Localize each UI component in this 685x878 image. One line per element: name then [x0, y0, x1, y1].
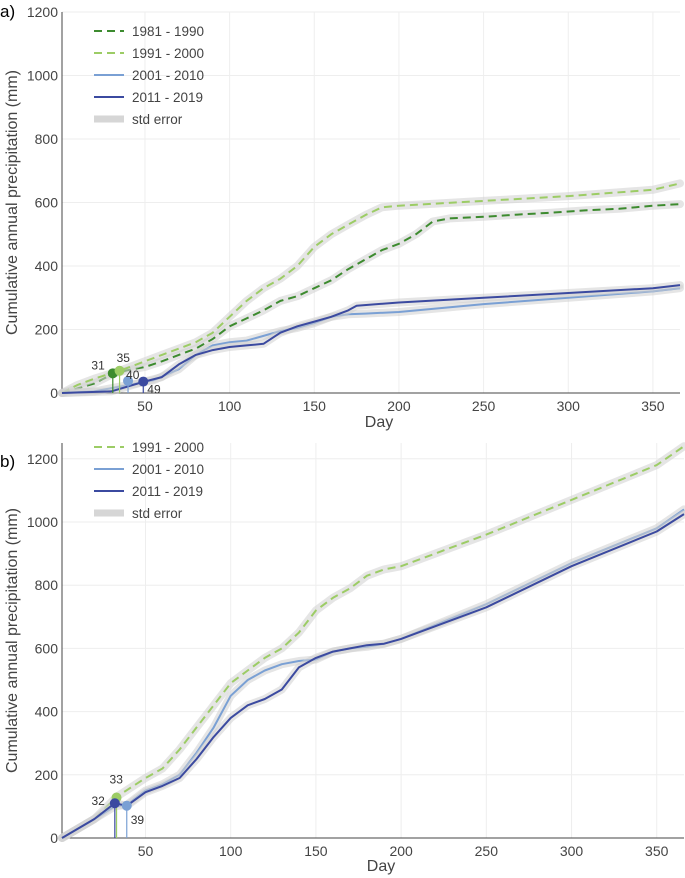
x-tick-label: 350	[645, 843, 669, 859]
y-tick-label: 200	[35, 767, 59, 783]
y-tick-label: 400	[35, 704, 59, 720]
legend-label: std error	[132, 112, 183, 127]
std-error-band-1981-1990	[58, 200, 684, 397]
onset-day-label: 31	[91, 358, 105, 372]
legend-label: 2011 - 2019	[132, 484, 203, 499]
x-tick-label: 100	[219, 843, 243, 859]
legend-label: std error	[132, 506, 183, 521]
legend-label: 1991 - 2000	[132, 440, 204, 455]
y-tick-label: 1200	[27, 451, 58, 467]
y-tick-label: 400	[35, 258, 59, 274]
panel-label: a)	[0, 2, 15, 21]
chart-panel-b: b) 0 200 400 600 800 1000 1200 50 100 150 200 250 300…	[0, 440, 685, 875]
gridlines	[62, 443, 684, 838]
x-tick-label: 200	[387, 398, 411, 414]
y-tick-label: 1000	[27, 68, 58, 84]
onset-marker	[138, 376, 149, 387]
y-axis-title: Cumulative annual precipitation (mm)	[4, 508, 21, 773]
onset-marker	[109, 798, 120, 809]
y-tick-label: 1200	[27, 4, 58, 20]
onset-day-label: 40	[126, 368, 140, 382]
onset-day-label: 35	[117, 351, 131, 365]
x-tick-label: 250	[475, 843, 499, 859]
x-axis-title: Day	[365, 414, 393, 431]
x-tick-label: 150	[303, 398, 327, 414]
chart-panel-a: a) 0 200 400 600 800 1000 1200 50 100 150 200 250 300…	[0, 2, 684, 431]
y-axis-title: Cumulative annual precipitation (mm)	[4, 70, 21, 335]
y-tick-label: 1000	[27, 514, 58, 530]
y-tick-label: 800	[35, 577, 59, 593]
legend-label: 1991 - 2000	[132, 46, 204, 61]
y-tick-label: 0	[50, 830, 58, 846]
onset-day-label: 39	[131, 813, 145, 827]
x-tick-label: 100	[218, 398, 242, 414]
x-tick-label: 50	[138, 843, 154, 859]
x-tick-label: 300	[560, 843, 584, 859]
std-error-band-2011-2019	[58, 281, 684, 397]
onset-day-label: 49	[147, 383, 161, 397]
series-line-2011-2019	[61, 284, 681, 394]
legend: 1981 - 1990 1991 - 2000 2001 - 2010 2011 - …	[94, 24, 204, 127]
x-tick-label: 300	[557, 398, 581, 414]
y-tick-label: 600	[35, 195, 59, 211]
x-tick-label: 150	[304, 843, 328, 859]
y-tick-label: 800	[35, 131, 59, 147]
onset-day-label: 33	[110, 773, 124, 787]
onset-day-label: 32	[91, 794, 105, 808]
x-tick-label: 250	[472, 398, 496, 414]
series-line-1991-2000	[61, 182, 681, 394]
panel-label: b)	[0, 452, 15, 471]
x-tick-label: 200	[389, 843, 413, 859]
onset-marker	[114, 365, 125, 376]
legend-label: 2011 - 2019	[132, 90, 203, 105]
legend: 1991 - 2000 2001 - 2010 2011 - 2019 std err…	[94, 440, 204, 521]
y-tick-label: 0	[50, 385, 58, 401]
x-tick-label: 350	[641, 398, 665, 414]
x-axis-title: Day	[367, 858, 395, 875]
onset-marker	[121, 800, 132, 811]
y-tick-label: 200	[35, 322, 59, 338]
onset-marker	[123, 375, 134, 386]
x-tick-label: 50	[137, 398, 153, 414]
legend-label: 2001 - 2010	[132, 68, 204, 83]
series-line-1991-2000	[61, 445, 685, 839]
y-tick-label: 600	[35, 640, 59, 656]
legend-label: 1981 - 1990	[132, 24, 204, 39]
legend-label: 2001 - 2010	[132, 462, 204, 477]
series-line-2011-2019	[61, 513, 685, 839]
